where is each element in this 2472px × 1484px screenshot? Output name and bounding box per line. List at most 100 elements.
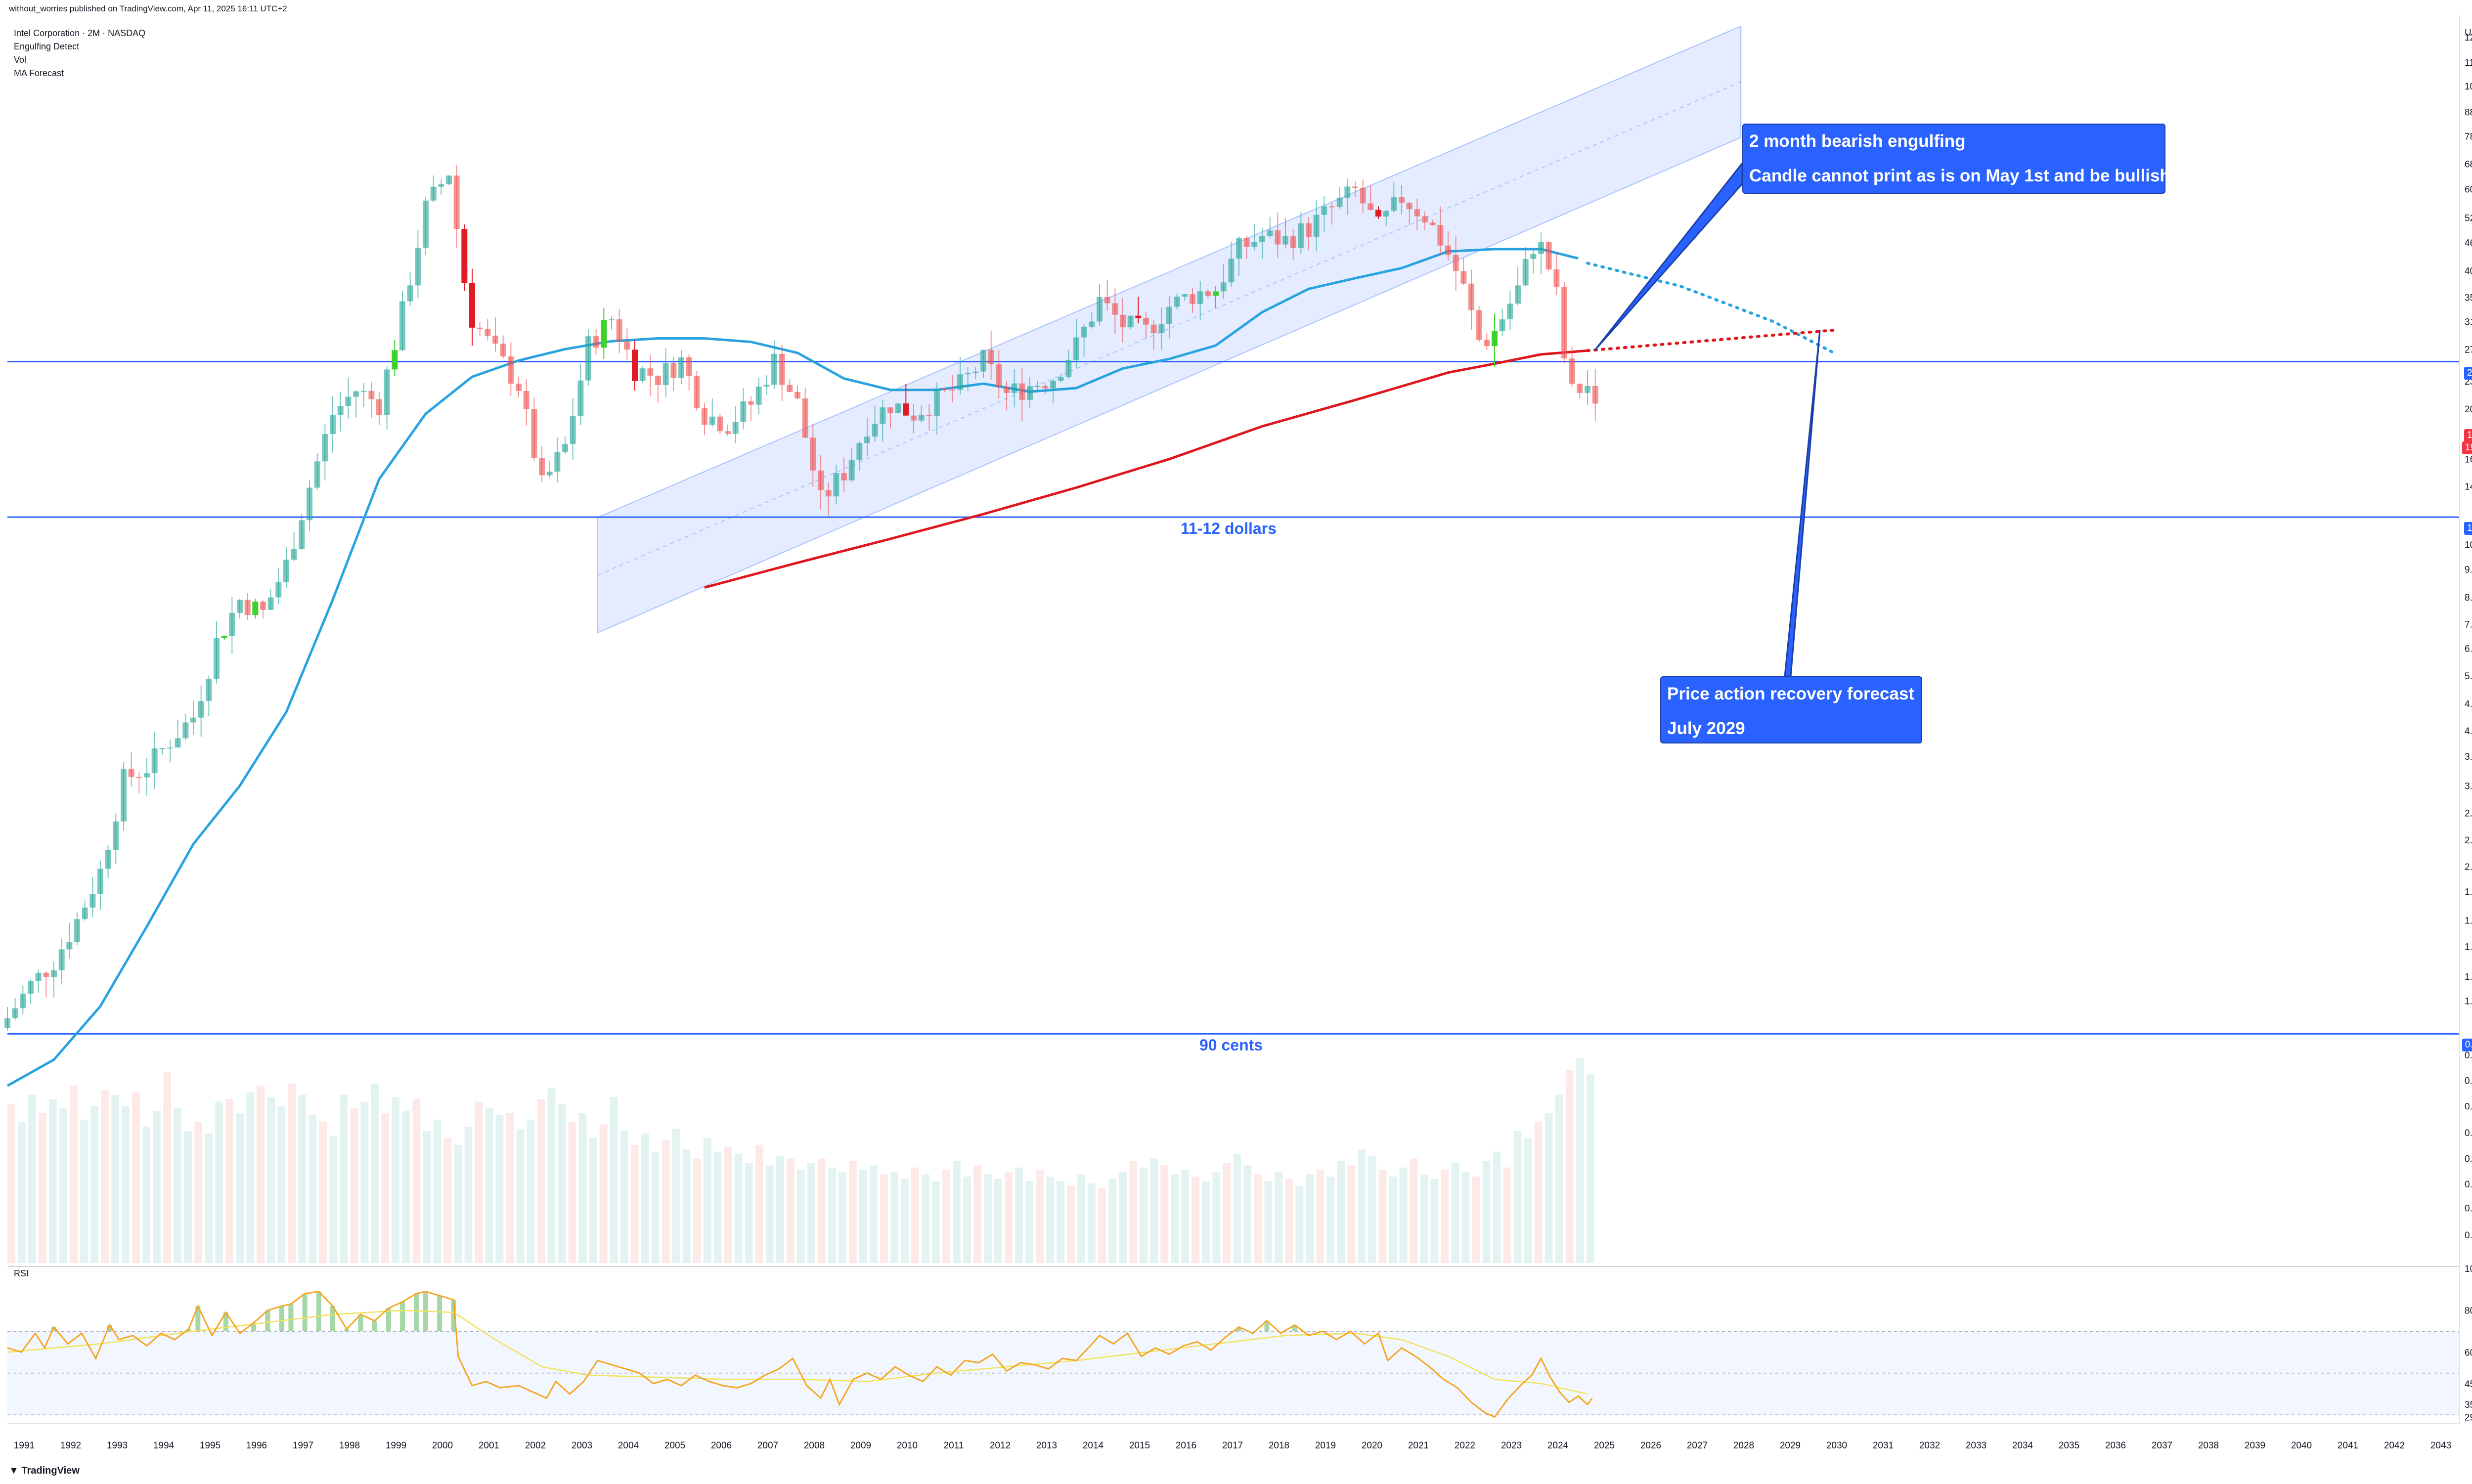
price-tick-label: 4.20 bbox=[2465, 726, 2472, 737]
volume-bar bbox=[215, 1101, 223, 1263]
candle-body bbox=[368, 391, 375, 399]
price-tick-label: 0.4000 bbox=[2465, 1203, 2472, 1214]
candle-body bbox=[214, 638, 220, 679]
volume-bars bbox=[7, 1058, 1594, 1263]
time-tick-label: 2027 bbox=[1687, 1440, 1708, 1451]
candle-body bbox=[717, 416, 723, 432]
volume-bar bbox=[1202, 1181, 1210, 1263]
candle-body bbox=[585, 336, 591, 381]
forecast-lines[interactable] bbox=[1586, 262, 1836, 354]
price-tick-label: 6.30 bbox=[2465, 644, 2472, 654]
candle-body bbox=[1097, 297, 1103, 322]
level-label-mid[interactable]: 11-12 dollars bbox=[1176, 520, 1281, 538]
engulfing-callout[interactable]: 2 month bearish engulfing Candle cannot … bbox=[1742, 124, 2170, 194]
volume-bar bbox=[319, 1122, 327, 1263]
volume-bar bbox=[838, 1172, 846, 1263]
time-tick-label: 2011 bbox=[944, 1440, 964, 1451]
candle-body bbox=[121, 769, 127, 822]
candle-body bbox=[516, 384, 522, 391]
candle-body bbox=[577, 380, 584, 416]
candle-body bbox=[725, 431, 731, 434]
candle-body bbox=[841, 473, 847, 480]
candle-body bbox=[1127, 315, 1134, 328]
volume-bar bbox=[558, 1104, 566, 1263]
time-tick-label: 1999 bbox=[386, 1440, 406, 1451]
candle-body bbox=[51, 970, 57, 977]
volume-bar bbox=[225, 1099, 233, 1263]
candle-body bbox=[136, 777, 142, 778]
time-axis[interactable]: 1991 1992 1993 1994 1995 1996 1997 1998 1999 2000… bbox=[7, 1423, 2460, 1451]
volume-bar bbox=[101, 1090, 109, 1263]
candle-body bbox=[446, 175, 452, 184]
time-tick-label: 1998 bbox=[339, 1440, 360, 1451]
candle-body bbox=[151, 748, 158, 774]
price-tick-label: 5.50 bbox=[2465, 671, 2472, 682]
volume-bar bbox=[1316, 1170, 1324, 1263]
level-tag-low: 0.9428 bbox=[2462, 1039, 2472, 1051]
tradingview-logo[interactable]: ▼ TradingView bbox=[9, 1465, 80, 1477]
candle-body bbox=[1158, 324, 1165, 333]
volume-bar bbox=[828, 1167, 836, 1263]
volume-bar bbox=[849, 1161, 857, 1263]
time-tick-label: 2009 bbox=[850, 1440, 871, 1451]
candle-body bbox=[810, 437, 816, 471]
volume-bar bbox=[1025, 1181, 1033, 1263]
candle-body bbox=[1368, 203, 1374, 210]
candle-body bbox=[1220, 282, 1227, 292]
volume-bar bbox=[1410, 1158, 1418, 1263]
time-tick-label: 2036 bbox=[2105, 1440, 2126, 1451]
volume-bar bbox=[1472, 1177, 1480, 1263]
candle-body bbox=[1406, 203, 1413, 210]
moving-averages[interactable] bbox=[6, 248, 1588, 1087]
volume-bar bbox=[80, 1120, 88, 1263]
legend-engulfing[interactable]: Engulfing Detect bbox=[14, 42, 80, 51]
volume-bar bbox=[1015, 1167, 1023, 1263]
time-tick-label: 1992 bbox=[60, 1440, 81, 1451]
recovery-date: July 2029 bbox=[1667, 719, 1745, 738]
candle-body bbox=[1251, 242, 1258, 247]
volume-bar bbox=[682, 1149, 691, 1263]
candle-body bbox=[1429, 222, 1436, 225]
volume-bar bbox=[703, 1138, 711, 1263]
candle-body bbox=[105, 849, 111, 869]
volume-bar bbox=[1545, 1113, 1553, 1263]
candle-body bbox=[237, 600, 243, 613]
candle-body bbox=[1437, 225, 1444, 246]
candle-body bbox=[655, 375, 661, 385]
candle-body bbox=[244, 600, 251, 615]
horizontal-levels[interactable] bbox=[7, 361, 2460, 1035]
candle-body bbox=[1042, 386, 1049, 389]
time-tick-label: 2025 bbox=[1594, 1440, 1615, 1451]
volume-bar bbox=[1441, 1170, 1449, 1263]
volume-bar bbox=[807, 1163, 815, 1263]
candle-body bbox=[818, 470, 824, 490]
candle-body bbox=[330, 415, 336, 434]
legend-ma-forecast[interactable]: MA Forecast bbox=[14, 68, 64, 78]
volume-bar bbox=[599, 1124, 608, 1263]
price-tick-label: 0.4500 bbox=[2465, 1179, 2472, 1190]
candle-body bbox=[485, 329, 491, 336]
candle-body bbox=[20, 994, 26, 1008]
candle-body bbox=[732, 422, 739, 434]
volume-bar bbox=[1223, 1163, 1231, 1263]
time-tick-label: 2001 bbox=[479, 1440, 499, 1451]
volume-bar bbox=[901, 1178, 909, 1263]
volume-bar bbox=[298, 1094, 307, 1263]
price-tick-label: 0.7500 bbox=[2465, 1076, 2472, 1086]
legend-volume[interactable]: Vol bbox=[14, 55, 27, 65]
candle-body bbox=[1522, 259, 1529, 286]
legend-symbol[interactable]: Intel Corporation · 2M · NASDAQ bbox=[14, 28, 146, 38]
candle-body bbox=[1143, 318, 1149, 325]
volume-bar bbox=[184, 1131, 192, 1263]
volume-bar bbox=[922, 1174, 929, 1263]
candle-body bbox=[1182, 294, 1188, 297]
volume-bar bbox=[942, 1170, 950, 1263]
candle-body bbox=[771, 353, 777, 385]
level-label-low[interactable]: 90 cents bbox=[1194, 1036, 1268, 1054]
candle-body bbox=[1306, 223, 1312, 237]
recovery-callout[interactable]: Price action recovery forecast July 2029 bbox=[1660, 676, 1922, 743]
candle-body bbox=[1213, 291, 1219, 296]
volume-bar bbox=[693, 1158, 701, 1263]
level-tag-top: 25.86 bbox=[2464, 367, 2472, 380]
